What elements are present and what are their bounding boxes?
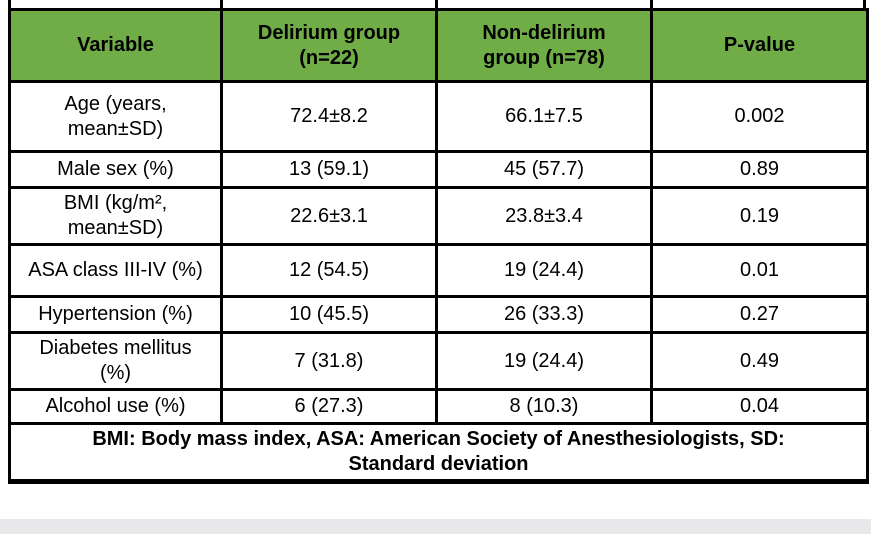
variable-cell: Hypertension (%) — [8, 295, 223, 334]
header-row: Variable Delirium group (n=22) Non-delir… — [8, 8, 869, 83]
nondelirium-value-cell: 66.1±7.5 — [435, 80, 653, 153]
column-border-line — [863, 0, 866, 8]
p-value-cell: 0.04 — [650, 388, 869, 425]
table-row-asa-class: ASA class III-IV (%) 12 (54.5) 19 (24.4)… — [8, 243, 869, 298]
p-value-cell: 0.89 — [650, 150, 869, 189]
delirium-value-cell: 6 (27.3) — [220, 388, 438, 425]
delirium-value-cell: 10 (45.5) — [220, 295, 438, 334]
column-border-line — [8, 0, 11, 8]
column-border-line — [650, 0, 653, 8]
variable-cell: Age (years, mean±SD) — [8, 80, 223, 153]
column-border-line — [435, 0, 438, 8]
table-row-male-sex: Male sex (%) 13 (59.1) 45 (57.7) 0.89 — [8, 150, 869, 189]
table-footnote-row: BMI: Body mass index, ASA: American Soci… — [8, 422, 869, 484]
column-header-variable: Variable — [8, 8, 223, 83]
p-value-cell: 0.19 — [650, 186, 869, 246]
p-value-cell: 0.01 — [650, 243, 869, 298]
variable-cell: BMI (kg/m², mean±SD) — [8, 186, 223, 246]
column-header-p-value: P-value — [650, 8, 869, 83]
delirium-value-cell: 13 (59.1) — [220, 150, 438, 189]
p-value-cell: 0.27 — [650, 295, 869, 334]
column-header-nondelirium-group: Non-delirium group (n=78) — [435, 8, 653, 83]
table-row-alcohol-use: Alcohol use (%) 6 (27.3) 8 (10.3) 0.04 — [8, 388, 869, 425]
cutoff-row-above — [8, 0, 866, 8]
variable-cell: ASA class III-IV (%) — [8, 243, 223, 298]
variable-cell: Male sex (%) — [8, 150, 223, 189]
nondelirium-value-cell: 8 (10.3) — [435, 388, 653, 425]
table-row-hypertension: Hypertension (%) 10 (45.5) 26 (33.3) 0.2… — [8, 295, 869, 334]
bottom-background-strip — [0, 519, 871, 534]
nondelirium-value-cell: 19 (24.4) — [435, 243, 653, 298]
p-value-cell: 0.49 — [650, 331, 869, 391]
p-value-cell: 0.002 — [650, 80, 869, 153]
table-row-bmi: BMI (kg/m², mean±SD) 22.6±3.1 23.8±3.4 0… — [8, 186, 869, 246]
delirium-value-cell: 12 (54.5) — [220, 243, 438, 298]
nondelirium-value-cell: 23.8±3.4 — [435, 186, 653, 246]
nondelirium-value-cell: 26 (33.3) — [435, 295, 653, 334]
abbreviations-footnote: BMI: Body mass index, ASA: American Soci… — [8, 422, 869, 484]
variable-cell: Alcohol use (%) — [8, 388, 223, 425]
delirium-value-cell: 7 (31.8) — [220, 331, 438, 391]
table-row-age: Age (years, mean±SD) 72.4±8.2 66.1±7.5 0… — [8, 80, 869, 153]
column-border-line — [220, 0, 223, 8]
patient-characteristics-table: Variable Delirium group (n=22) Non-delir… — [8, 8, 869, 484]
nondelirium-value-cell: 45 (57.7) — [435, 150, 653, 189]
column-header-delirium-group: Delirium group (n=22) — [220, 8, 438, 83]
nondelirium-value-cell: 19 (24.4) — [435, 331, 653, 391]
delirium-value-cell: 22.6±3.1 — [220, 186, 438, 246]
variable-cell: Diabetes mellitus (%) — [8, 331, 223, 391]
table-row-diabetes: Diabetes mellitus (%) 7 (31.8) 19 (24.4)… — [8, 331, 869, 391]
delirium-value-cell: 72.4±8.2 — [220, 80, 438, 153]
